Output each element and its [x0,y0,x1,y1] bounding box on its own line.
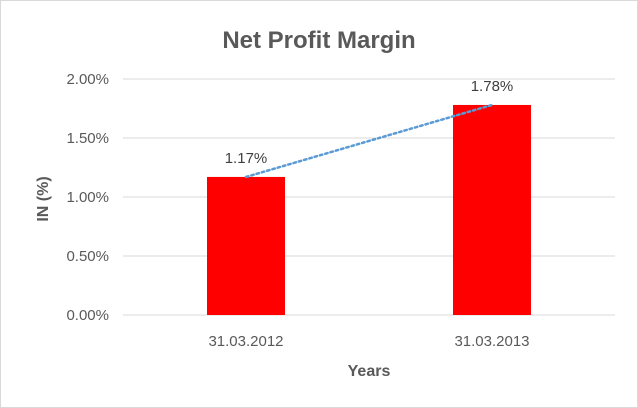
trendline [244,103,494,179]
y-tick-label: 1.50% [66,130,109,147]
bar [207,176,285,315]
data-label: 1.17% [225,150,268,167]
bar [453,104,531,316]
y-tick-label: 0.00% [66,307,109,324]
x-axis-title: Years [348,363,391,380]
chart-title: Net Profit Margin [222,27,415,54]
x-tick-label: 31.03.2012 [208,333,283,350]
data-label: 1.78% [471,78,514,95]
y-tick-label: 0.50% [66,248,109,265]
x-tick-label: 31.03.2013 [454,333,529,350]
y-tick-label: 2.00% [66,71,109,88]
y-tick-label: 1.00% [66,189,109,206]
y-axis-title: IN (%) [35,176,52,221]
